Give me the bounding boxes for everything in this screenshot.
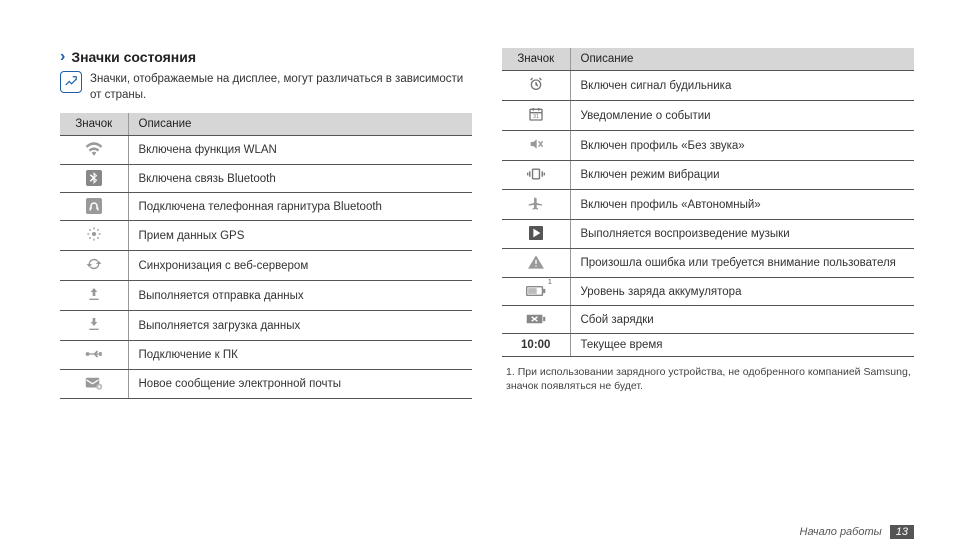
- alarm-icon: [526, 76, 546, 92]
- table-row: Прием данных GPS: [60, 221, 472, 251]
- icon-cell: [60, 136, 128, 165]
- battery-err-icon: [526, 311, 546, 327]
- section-heading-row: › Значки состояния: [60, 48, 472, 66]
- svg-text:31: 31: [533, 114, 539, 120]
- wifi-icon: [84, 141, 104, 157]
- right-column: Значок Описание Включен сигнал будильник…: [502, 48, 914, 399]
- download-icon: [84, 316, 104, 332]
- desc-cell: Произошла ошибка или требуется внимание …: [570, 249, 914, 278]
- icon-cell: [60, 221, 128, 251]
- footnote-text: При использовании зарядного устройства, …: [506, 366, 911, 392]
- desc-cell: Подключение к ПК: [128, 341, 472, 370]
- page-footer: Начало работы 13: [800, 525, 914, 539]
- note-text: Значки, отображаемые на дисплее, могут р…: [90, 70, 472, 103]
- table-row: Произошла ошибка или требуется внимание …: [502, 249, 914, 278]
- warning-icon: [526, 254, 546, 270]
- icon-cell: [502, 71, 570, 101]
- email-icon: [84, 375, 104, 391]
- icon-cell: [60, 370, 128, 399]
- desc-cell: Подключена телефонная гарнитура Bluetoot…: [128, 193, 472, 221]
- section-heading: Значки состояния: [71, 49, 196, 65]
- desc-cell: Выполняется загрузка данных: [128, 311, 472, 341]
- desc-cell: Синхронизация с веб-сервером: [128, 251, 472, 281]
- desc-cell: Уровень заряда аккумулятора: [570, 278, 914, 306]
- table-row: Сбой зарядки: [502, 306, 914, 334]
- chevron-icon: ›: [60, 48, 65, 66]
- icon-cell: [60, 281, 128, 311]
- page-number: 13: [890, 525, 914, 539]
- desc-cell: Новое сообщение электронной почты: [128, 370, 472, 399]
- icon-cell: [502, 306, 570, 334]
- gps-icon: [84, 226, 104, 242]
- bt-headset-icon: [84, 198, 104, 214]
- table-row: Выполняется воспроизведение музыки: [502, 220, 914, 249]
- icon-cell: [60, 193, 128, 221]
- upload-icon: [84, 286, 104, 302]
- table-row: Включен режим вибрации: [502, 161, 914, 190]
- desc-cell: Включен режим вибрации: [570, 161, 914, 190]
- desc-cell: Выполняется отправка данных: [128, 281, 472, 311]
- icon-cell: 1: [502, 278, 570, 306]
- desc-cell: Сбой зарядки: [570, 306, 914, 334]
- footnote-marker: 1.: [506, 366, 515, 378]
- table-row: Включена связь Bluetooth: [60, 165, 472, 193]
- desc-cell: Включена функция WLAN: [128, 136, 472, 165]
- icon-cell: [502, 220, 570, 249]
- table-row: Новое сообщение электронной почты: [60, 370, 472, 399]
- table-row: Подключение к ПК: [60, 341, 472, 370]
- desc-cell: Включена связь Bluetooth: [128, 165, 472, 193]
- icon-cell: 31: [502, 101, 570, 131]
- airplane-icon: [526, 195, 546, 211]
- th-desc: Описание: [128, 113, 472, 136]
- th-desc: Описание: [570, 48, 914, 71]
- table-row: Выполняется отправка данных: [60, 281, 472, 311]
- table-row: Синхронизация с веб-сервером: [60, 251, 472, 281]
- icon-cell: [60, 165, 128, 193]
- usb-icon: [84, 346, 104, 362]
- play-icon: [526, 225, 546, 241]
- note-row: Значки, отображаемые на дисплее, могут р…: [60, 70, 472, 103]
- icon-cell: [60, 311, 128, 341]
- status-icons-table-right: Значок Описание Включен сигнал будильник…: [502, 48, 914, 357]
- icon-cell: [502, 131, 570, 161]
- th-icon: Значок: [502, 48, 570, 71]
- icon-cell: 10:00: [502, 334, 570, 357]
- desc-cell: Прием данных GPS: [128, 221, 472, 251]
- icon-cell: [502, 249, 570, 278]
- table-row: 10:00Текущее время: [502, 334, 914, 357]
- desc-cell: Включен профиль «Автономный»: [570, 190, 914, 220]
- table-row: Включена функция WLAN: [60, 136, 472, 165]
- bluetooth-icon: [84, 170, 104, 186]
- desc-cell: Уведомление о событии: [570, 101, 914, 131]
- icon-cell: [60, 251, 128, 281]
- desc-cell: Включен сигнал будильника: [570, 71, 914, 101]
- table-row: 1 Уровень заряда аккумулятора: [502, 278, 914, 306]
- th-icon: Значок: [60, 113, 128, 136]
- desc-cell: Текущее время: [570, 334, 914, 357]
- mute-icon: [526, 136, 546, 152]
- table-row: Включен профиль «Без звука»: [502, 131, 914, 161]
- desc-cell: Выполняется воспроизведение музыки: [570, 220, 914, 249]
- calendar-icon: 31: [526, 106, 546, 122]
- icon-cell: [60, 341, 128, 370]
- vibrate-icon: [526, 166, 546, 182]
- battery-icon: 1: [526, 283, 546, 299]
- desc-cell: Включен профиль «Без звука»: [570, 131, 914, 161]
- table-row: 31 Уведомление о событии: [502, 101, 914, 131]
- table-row: Включен профиль «Автономный»: [502, 190, 914, 220]
- left-column: › Значки состояния Значки, отображаемые …: [60, 48, 472, 399]
- sync-icon: [84, 256, 104, 272]
- status-icons-table-left: Значок Описание Включена функция WLANВкл…: [60, 113, 472, 399]
- footer-section-label: Начало работы: [800, 526, 882, 538]
- icon-cell: [502, 161, 570, 190]
- footnote: 1. При использовании зарядного устройств…: [502, 365, 914, 393]
- table-row: Подключена телефонная гарнитура Bluetoot…: [60, 193, 472, 221]
- table-row: Включен сигнал будильника: [502, 71, 914, 101]
- table-row: Выполняется загрузка данных: [60, 311, 472, 341]
- note-icon: [60, 71, 82, 93]
- icon-cell: [502, 190, 570, 220]
